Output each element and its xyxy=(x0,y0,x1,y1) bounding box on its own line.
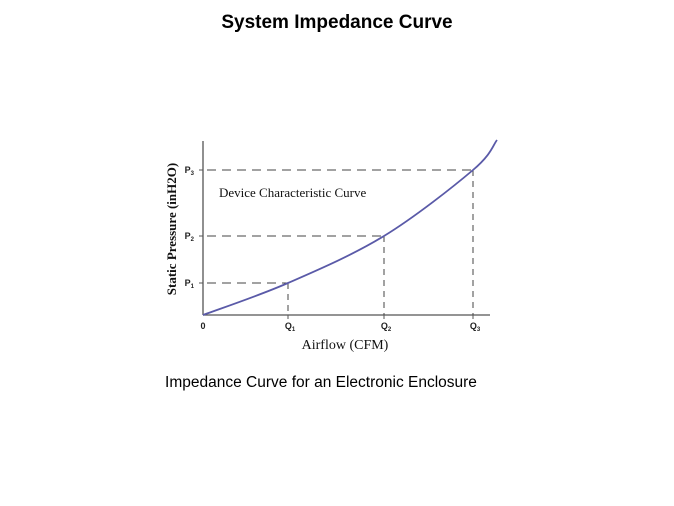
y-tick-label-p3: P3 xyxy=(185,165,195,177)
x-tick-label-q2: Q2 xyxy=(381,321,392,333)
origin-label: 0 xyxy=(200,321,205,331)
y-axis-label: Static Pressure (inH2O) xyxy=(164,163,179,295)
x-tick-label-q1: Q1 xyxy=(285,321,296,333)
tick-marks xyxy=(199,169,474,319)
impedance-curve xyxy=(202,139,498,316)
figure-caption: Impedance Curve for an Electronic Enclos… xyxy=(165,374,477,391)
curve-annotation: Device Characteristic Curve xyxy=(219,185,366,200)
x-tick-label-q3: Q3 xyxy=(470,321,481,333)
x-axis-label: Airflow (CFM) xyxy=(302,338,389,353)
y-tick-label-p1: P1 xyxy=(185,278,195,290)
slide-title: System Impedance Curve xyxy=(221,12,453,33)
guide-lines xyxy=(207,169,474,315)
y-tick-label-p2: P2 xyxy=(185,231,195,243)
